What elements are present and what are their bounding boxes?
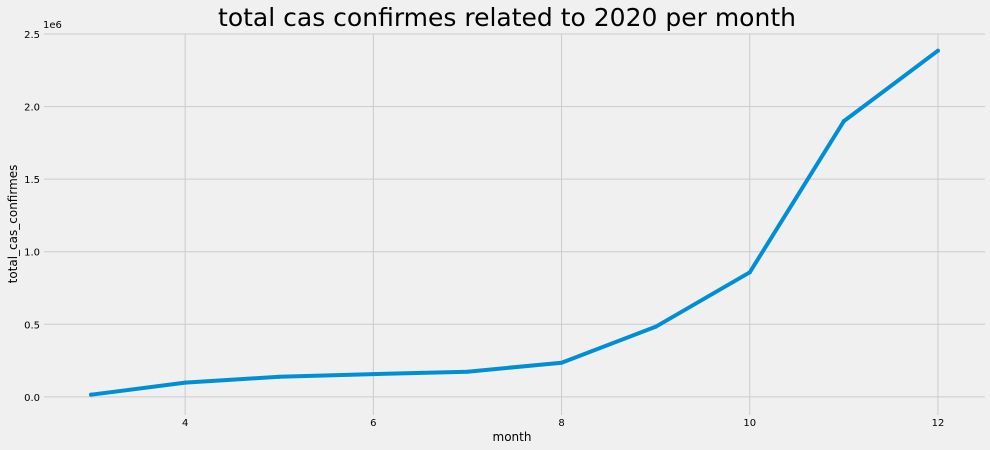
- x-tick-label: 10: [743, 418, 756, 429]
- grid: [44, 33, 985, 415]
- data-point: [559, 360, 564, 365]
- y-tick-label: 1.0: [24, 248, 40, 259]
- y-tick-label: 0.5: [24, 320, 40, 331]
- x-tick-label: 12: [932, 418, 945, 429]
- data-point: [183, 380, 188, 385]
- y-tick-label: 0.0: [24, 393, 40, 404]
- y-tick-label: 2.5: [24, 30, 40, 41]
- y-axis-label: total_cas_confirmes: [6, 165, 20, 284]
- x-tick-label: 6: [370, 418, 376, 429]
- y-axis-offset-label: 1e6: [43, 20, 62, 31]
- chart-title: total cas confirmes related to 2020 per …: [218, 3, 796, 32]
- data-point: [747, 270, 752, 275]
- tick-labels: 0.0 0.5 1.0 1.5 2.0 2.5 4 6 8 10 12: [24, 30, 944, 429]
- y-tick-label: 1.5: [24, 175, 40, 186]
- x-tick-label: 8: [558, 418, 564, 429]
- data-point: [89, 392, 94, 397]
- x-tick-label: 4: [182, 418, 188, 429]
- data-point: [371, 372, 376, 377]
- plot-area: [44, 34, 985, 415]
- x-axis-label: month: [493, 430, 532, 444]
- data-point: [935, 48, 940, 53]
- series-line: [89, 48, 940, 397]
- data-point: [465, 369, 470, 374]
- data-point: [841, 119, 846, 124]
- data-point: [653, 324, 658, 329]
- y-tick-label: 2.0: [24, 103, 40, 114]
- data-point: [277, 374, 282, 379]
- series-layer: [89, 48, 940, 397]
